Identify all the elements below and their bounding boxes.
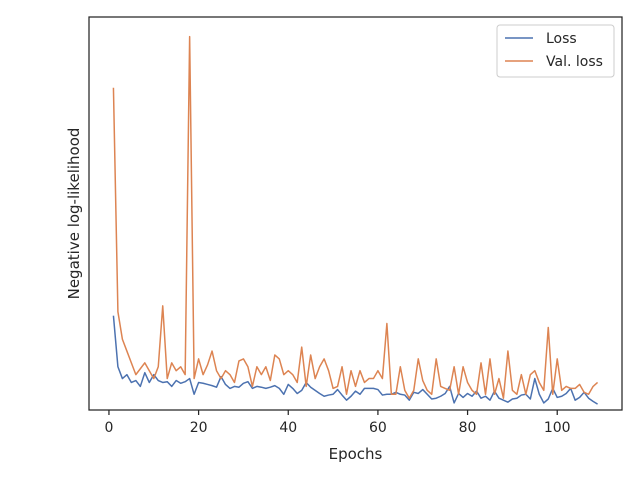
x-tick-label: 40 — [279, 420, 297, 436]
x-tick-label: 0 — [104, 420, 113, 436]
series-layer — [112, 35, 599, 405]
legend-label-loss: Loss — [546, 31, 577, 47]
y-axis-label: Negative log-likelihood — [65, 128, 83, 300]
x-axis-ticks: 0 20 40 60 80 100 — [104, 410, 571, 436]
x-axis-label: Epochs — [329, 445, 383, 463]
legend-label-val-loss: Val. loss — [546, 54, 603, 70]
x-tick-label: 20 — [190, 420, 208, 436]
x-tick-label: 80 — [459, 420, 477, 436]
plot-background — [89, 17, 622, 410]
x-tick-label: 60 — [369, 420, 387, 436]
series-line-val-loss — [112, 35, 599, 399]
series-line-loss — [112, 315, 598, 405]
plot-frame — [88, 16, 623, 411]
legend: Loss Val. loss — [496, 24, 615, 78]
x-tick-label: 100 — [544, 420, 571, 436]
